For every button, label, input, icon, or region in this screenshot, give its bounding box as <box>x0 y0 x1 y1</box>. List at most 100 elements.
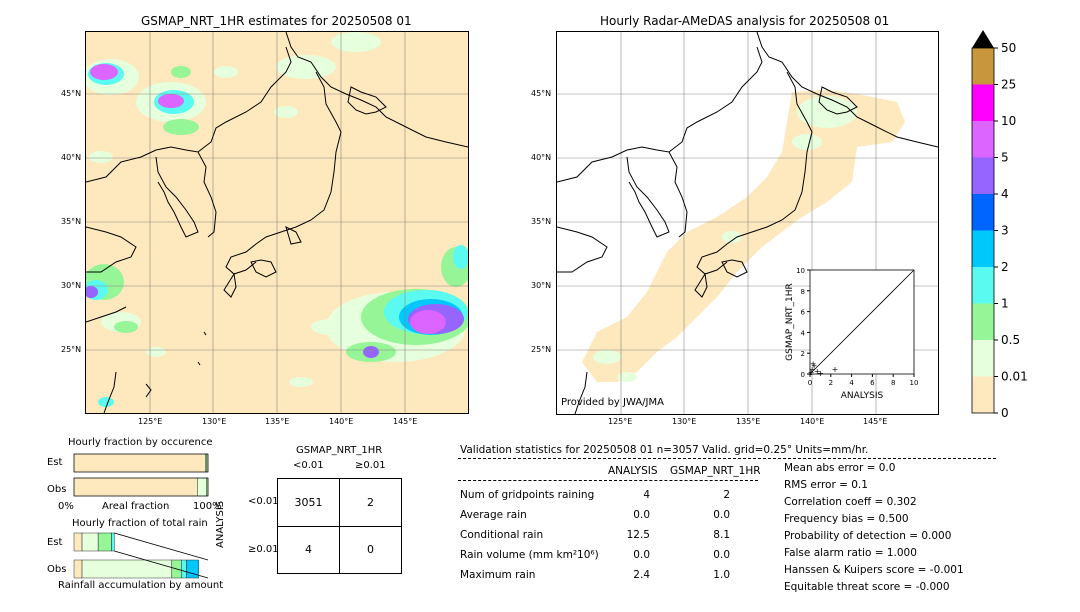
scatter-ytick-label: 8 <box>801 288 805 296</box>
rain-bar-segment <box>111 532 115 552</box>
occurrence-bar-segment <box>197 477 207 497</box>
validation-row-gsmap: 0.0 <box>713 549 730 561</box>
scatter-point: + <box>809 365 816 374</box>
validation-score: RMS error = 0.1 <box>784 479 868 491</box>
colorbar-swatch <box>972 340 994 377</box>
colorbar-swatch <box>972 376 994 413</box>
scatter-point: + <box>807 370 814 379</box>
colorbar-label: 1 <box>1001 297 1009 311</box>
occ-x-right: 100% <box>193 501 222 512</box>
occurrence-bar-segment <box>205 453 207 473</box>
colorbar: 0 0.01 0.5 1 2 3 4 5 10 25 50 <box>971 30 1028 420</box>
occurrence-title: Hourly fraction by occurence <box>68 437 213 448</box>
left-lat-40: 40°N <box>61 153 82 162</box>
left-lat-35: 35°N <box>61 217 82 226</box>
occ-obs-label: Obs <box>47 484 67 495</box>
colorbar-label: 3 <box>1001 224 1009 238</box>
validation-row-analysis: 2.4 <box>633 569 650 581</box>
colorbar-swatch <box>972 303 994 340</box>
colorbar-label: 10 <box>1001 114 1016 128</box>
left-lon-145: 145°E <box>393 417 418 426</box>
scatter-xtick-label: 10 <box>910 379 919 387</box>
validation-row-analysis: 12.5 <box>626 529 650 541</box>
validation-row-analysis: 4 <box>643 489 650 501</box>
right-lat-40: 40°N <box>531 153 552 162</box>
validation-score: Mean abs error = 0.0 <box>784 462 896 474</box>
contingency-grid: 3051 2 4 0 <box>277 478 402 574</box>
occ-x-label: Areal fraction <box>102 501 170 512</box>
rain-connector <box>114 550 209 579</box>
colorbar-label: 4 <box>1001 187 1009 201</box>
occurrence-bar-frame <box>73 477 209 497</box>
scatter-xtick-label: 4 <box>849 379 854 387</box>
right-lon-140: 140°E <box>800 417 825 426</box>
left-map <box>85 31 469 414</box>
rain-bar-segment <box>81 532 99 552</box>
contingency-col-lt: <0.01 <box>293 460 324 471</box>
rain-bar-segment <box>81 559 173 579</box>
validation-row-label: Maximum rain <box>460 569 536 581</box>
contingency-cell-12: 2 <box>367 496 374 509</box>
rain-obs-label: Obs <box>47 564 67 575</box>
colorbar-swatch <box>972 267 994 304</box>
left-map-coastline <box>86 32 468 413</box>
validation-row-gsmap: 0.0 <box>713 509 730 521</box>
validation-col-analysis: ANALYSIS <box>608 465 658 477</box>
right-map-svg <box>557 32 938 414</box>
contingency-cell-22: 0 <box>367 543 374 556</box>
validation-header: Validation statistics for 20250508 01 n=… <box>460 444 869 456</box>
scatter-ytick-label: 4 <box>801 329 806 337</box>
colorbar-extend-arrow <box>972 30 994 48</box>
colorbar-swatch <box>972 194 994 231</box>
scatter-point: + <box>810 360 817 369</box>
colorbar-label: 0.5 <box>1001 333 1020 347</box>
contingency-cell-11: 3051 <box>294 496 323 509</box>
validation-score: Hanssen & Kuipers score = -0.001 <box>784 564 964 576</box>
right-lat-45: 45°N <box>531 89 552 98</box>
validation-row-label: Conditional rain <box>460 529 544 541</box>
occ-x-left: 0% <box>58 501 74 512</box>
colorbar-label: 5 <box>1001 151 1009 165</box>
colorbar-swatch <box>972 84 994 121</box>
scatter-point: + <box>817 369 824 378</box>
occurrence-bar-segment <box>73 453 206 473</box>
left-lon-140: 140°E <box>329 417 354 426</box>
occurrence-bar-frame <box>73 453 209 473</box>
scatter-point: + <box>811 362 818 371</box>
scatter-diagonal <box>809 269 915 375</box>
contingency-cell-21: 4 <box>305 543 312 556</box>
validation-row-label: Rain volume (mm km²10⁶) <box>460 549 599 561</box>
left-lat-30: 30°N <box>61 281 82 290</box>
colorbar-label: 0.01 <box>1001 370 1028 384</box>
left-lon-125: 125°E <box>138 417 163 426</box>
validation-divider <box>458 458 996 459</box>
colorbar-label: 25 <box>1001 78 1016 92</box>
scatter-xtick-label: 6 <box>870 379 875 387</box>
occurrence-bars <box>73 453 209 497</box>
validation-col-gsmap: GSMAP_NRT_1HR <box>670 465 761 477</box>
validation-score: Equitable threat score = -0.000 <box>784 581 950 593</box>
scatter-ytick-label: 6 <box>801 309 806 317</box>
scatter-ylabel: GSMAP_NRT_1HR <box>785 283 795 361</box>
left-map-svg <box>86 32 468 413</box>
right-lat-30: 30°N <box>531 281 552 290</box>
colorbar-swatch <box>972 157 994 194</box>
right-lon-130: 130°E <box>672 417 697 426</box>
validation-row-label: Num of gridpoints raining <box>460 489 595 501</box>
colorbar-swatch <box>972 48 994 85</box>
occ-est-label: Est <box>47 457 63 468</box>
contingency-row-lt: <0.01 <box>248 496 279 507</box>
left-lon-130: 130°E <box>202 417 227 426</box>
right-lon-145: 145°E <box>863 417 888 426</box>
validation-table-divider <box>458 480 758 481</box>
rain-bar-segment <box>97 532 112 552</box>
scatter-ytick-label: 2 <box>801 350 805 358</box>
scatter-point: + <box>814 367 821 376</box>
right-lon-125: 125°E <box>608 417 633 426</box>
left-lat-25: 25°N <box>61 345 82 354</box>
scatter-xlabel: ANALYSIS <box>841 391 884 401</box>
left-map-grid <box>86 32 468 413</box>
contingency-row-axis: ANALYSIS <box>215 500 226 548</box>
right-lat-35: 35°N <box>531 217 552 226</box>
validation-score: Correlation coeff = 0.302 <box>784 496 917 508</box>
